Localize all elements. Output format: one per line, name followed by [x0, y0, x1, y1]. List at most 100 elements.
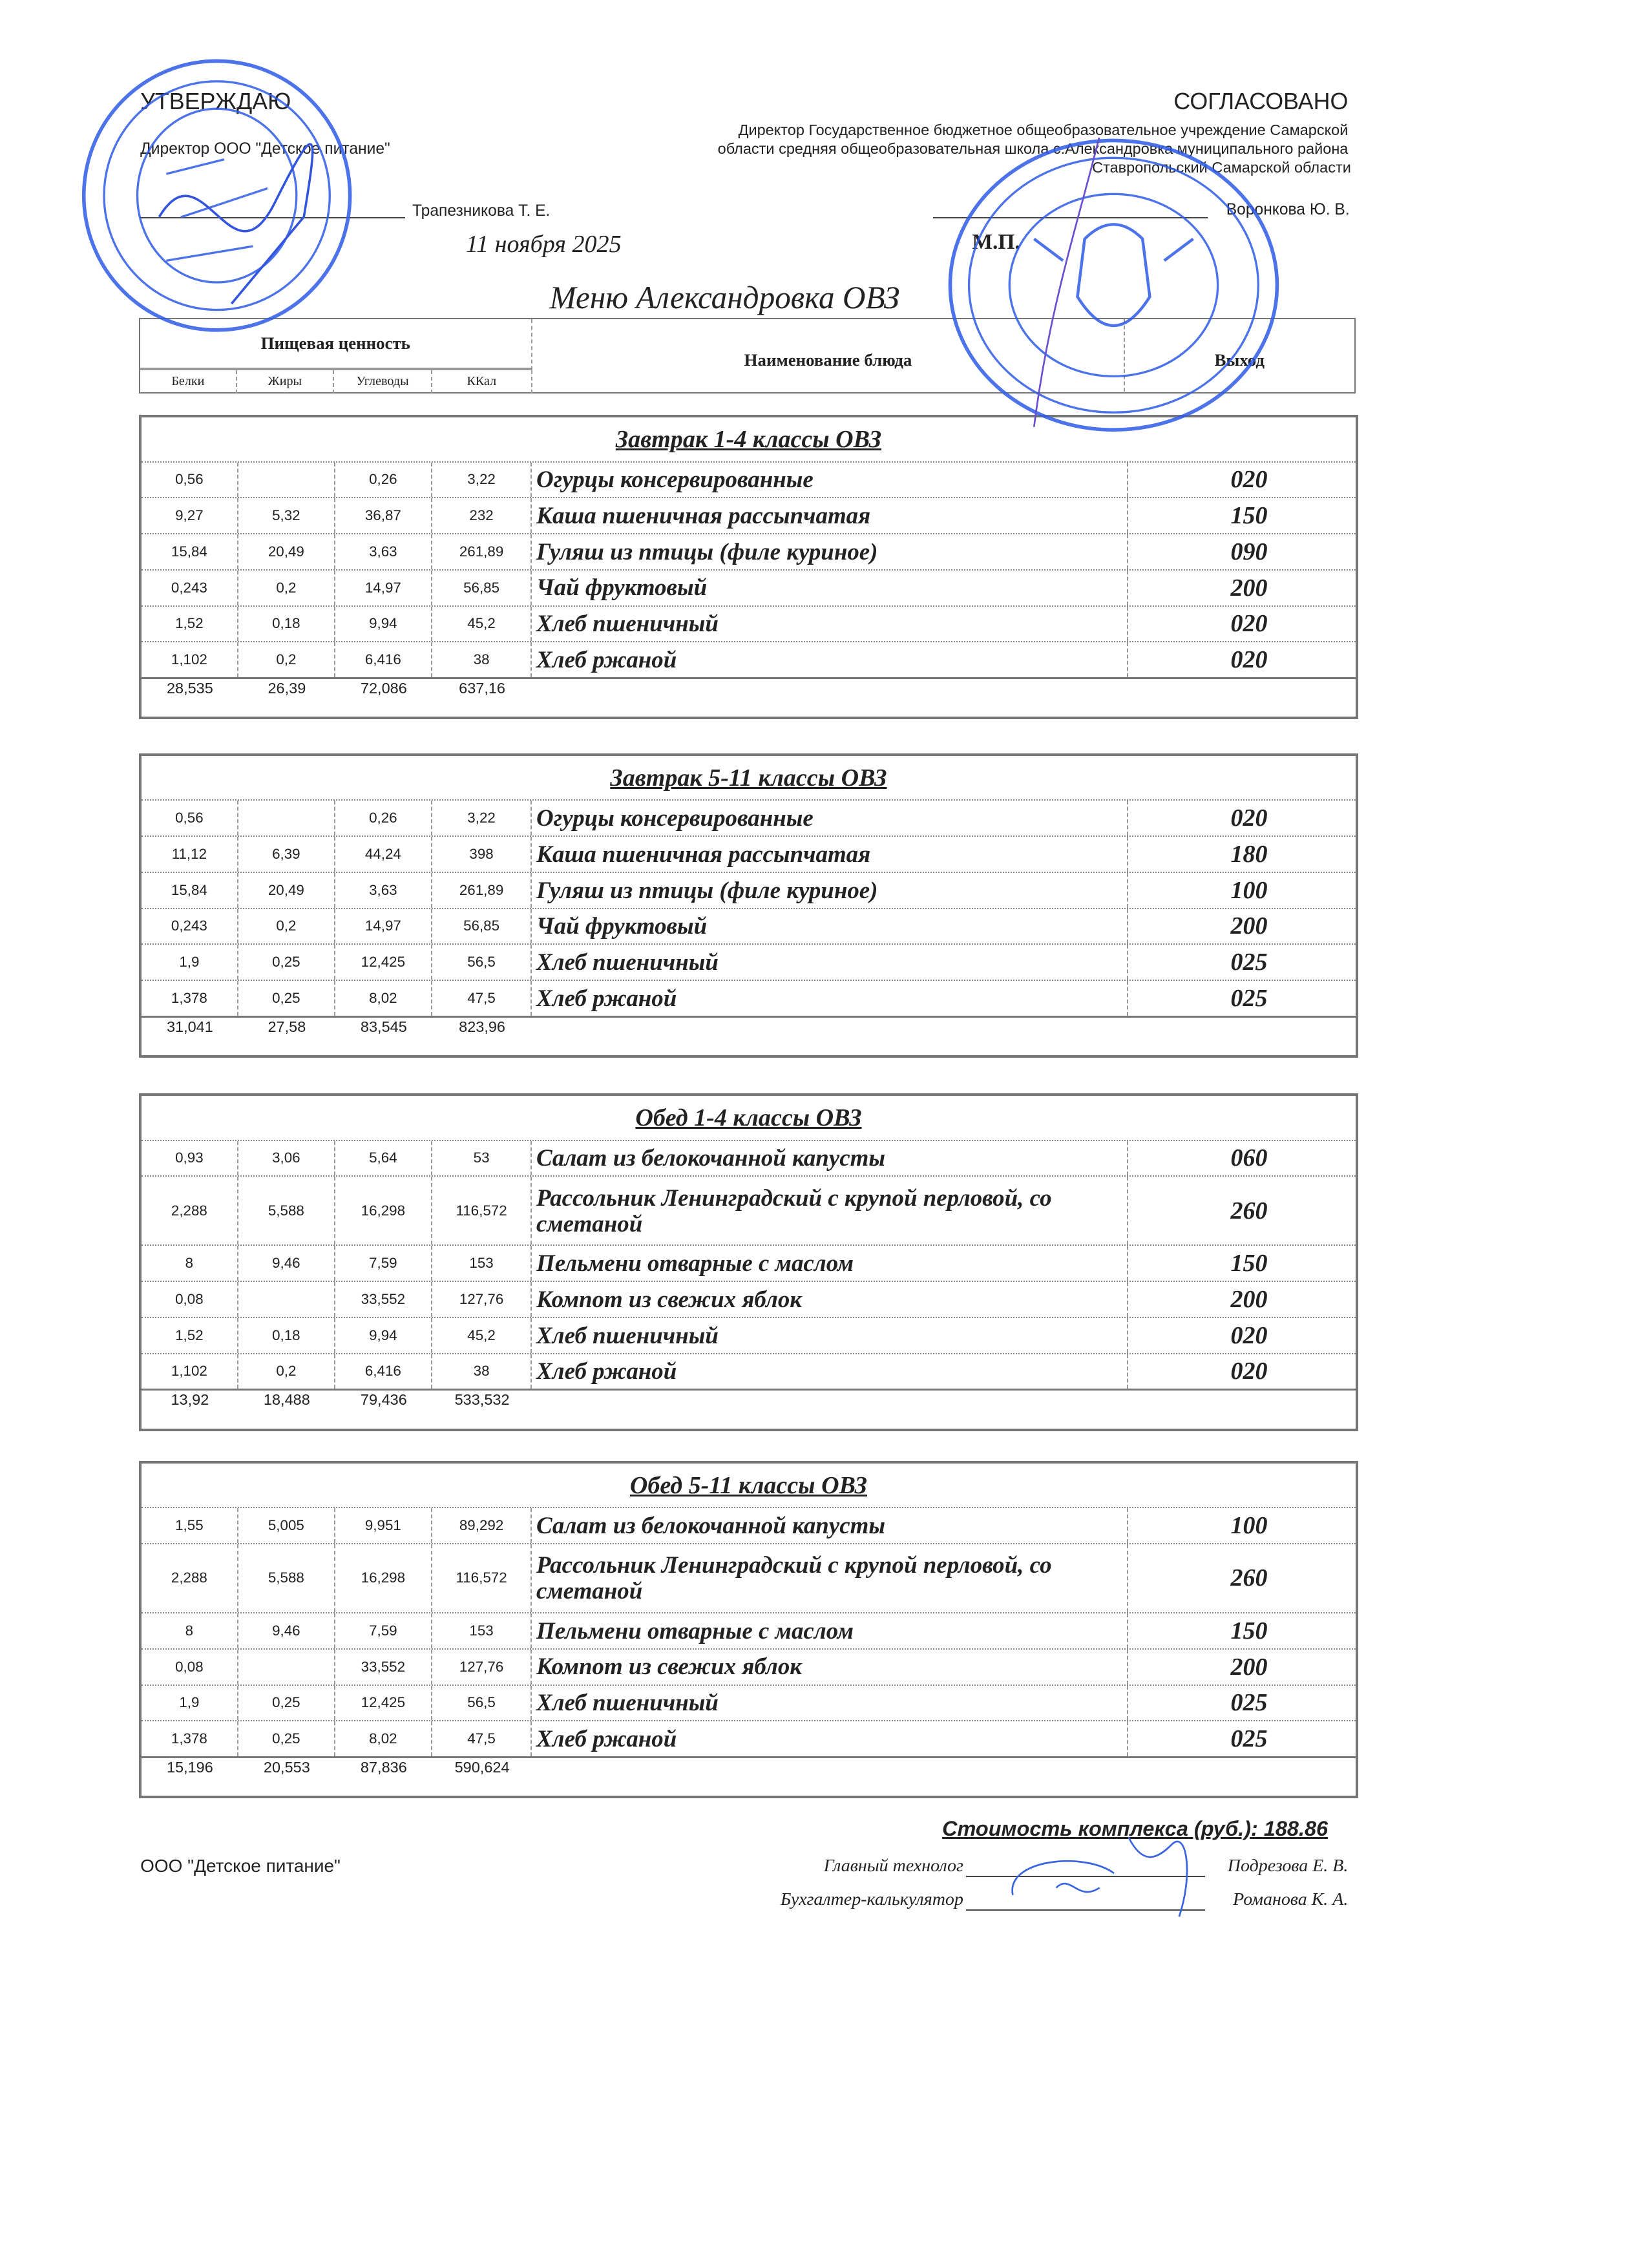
menu-section: Завтрак 5-11 классы ОВЗ 0,56 0,26 3,22 О…	[138, 753, 1359, 1058]
cell-fats: 5,005	[238, 1508, 335, 1543]
cell-dish-name: Хлеб пшеничный	[532, 606, 1128, 642]
cell-dish-name: Каша пшеничная рассыпчатая	[532, 498, 1128, 534]
table-row: 1,102 0,2 6,416 38 Хлеб ржаной 020	[141, 1352, 1356, 1389]
total-cell: 13,92	[171, 1391, 209, 1409]
table-row: 1,378 0,25 8,02 47,5 Хлеб ржаной 025	[141, 980, 1356, 1016]
cell-proteins: 2,288	[142, 1544, 238, 1613]
footer-company: ООО "Детское питание"	[140, 1856, 341, 1876]
cell-dish-name: Хлеб ржаной	[532, 642, 1128, 677]
total-cell: 533,532	[454, 1391, 510, 1409]
cell-output: 200	[1230, 1286, 1268, 1314]
cell-proteins: 0,08	[142, 1282, 238, 1317]
header-col-kcal: ККал	[432, 370, 532, 394]
table-row: 1,52 0,18 9,94 45,2 Хлеб пшеничный 020	[141, 1316, 1356, 1353]
cell-proteins: 15,84	[142, 872, 238, 908]
table-row: 15,84 20,49 3,63 261,89 Гуляш из птицы (…	[141, 533, 1356, 569]
accountant-signature-line	[966, 1909, 1205, 1911]
cell-proteins: 8	[142, 1613, 238, 1648]
approve-position: Директор ООО "Детское питание"	[140, 140, 390, 158]
cell-fats	[238, 1282, 335, 1317]
approve-date: 11 ноября 2025	[465, 230, 622, 258]
cell-carbs: 0,26	[335, 801, 432, 836]
cell-proteins: 11,12	[142, 837, 238, 872]
cell-proteins: 1,52	[142, 1318, 238, 1353]
cell-kcal: 127,76	[432, 1649, 532, 1685]
cell-dish-name: Салат из белокочанной капусты	[532, 1508, 1128, 1543]
cell-fats: 20,49	[238, 872, 335, 908]
total-cell: 79,436	[360, 1391, 407, 1409]
agree-position-line: Ставропольский Самарской области	[1092, 159, 1351, 176]
cell-output: 020	[1230, 1358, 1268, 1385]
cell-output: 150	[1230, 1617, 1268, 1644]
cell-kcal: 3,22	[432, 801, 532, 836]
cell-dish-name: Хлеб ржаной	[532, 1354, 1128, 1389]
cell-proteins: 0,56	[142, 462, 238, 498]
table-row: 0,08 33,552 127,76 Компот из свежих ябло…	[141, 1281, 1356, 1317]
cell-proteins: 1,52	[142, 606, 238, 642]
cell-dish-name: Компот из свежих яблок	[532, 1649, 1128, 1685]
cell-fats: 20,49	[238, 534, 335, 569]
cell-carbs: 14,97	[335, 908, 432, 944]
cell-kcal: 47,5	[432, 981, 532, 1016]
cell-kcal: 153	[432, 1613, 532, 1648]
cell-output: 020	[1230, 610, 1268, 638]
cell-dish-name: Салат из белокочанной капусты	[532, 1140, 1128, 1176]
cell-output: 020	[1230, 466, 1268, 494]
header-col-fats: Жиры	[237, 370, 334, 394]
cell-dish-name: Хлеб ржаной	[532, 981, 1128, 1016]
cell-output: 025	[1230, 984, 1268, 1012]
cell-carbs: 3,63	[335, 534, 432, 569]
cell-output: 200	[1230, 574, 1268, 602]
cell-kcal: 3,22	[432, 462, 532, 498]
cell-dish-name: Хлеб пшеничный	[532, 1685, 1128, 1721]
cell-proteins: 15,84	[142, 534, 238, 569]
total-cell: 87,836	[360, 1758, 407, 1776]
totals-row: 13,92 18,488 79,436 533,532	[141, 1389, 1356, 1411]
table-row: 8 9,46 7,59 153 Пельмени отварные с масл…	[141, 1612, 1356, 1648]
cell-output: 020	[1230, 804, 1268, 832]
cell-dish-name: Хлеб пшеничный	[532, 945, 1128, 980]
cell-carbs: 12,425	[335, 1685, 432, 1721]
cell-fats: 3,06	[238, 1140, 335, 1176]
cell-proteins: 0,08	[142, 1649, 238, 1685]
cell-proteins: 0,243	[142, 908, 238, 944]
cell-fats	[238, 1649, 335, 1685]
cell-proteins: 8	[142, 1246, 238, 1281]
agree-position-line: области средняя общеобразовательная школ…	[717, 140, 1349, 158]
cell-kcal: 56,85	[432, 908, 532, 944]
cell-carbs: 8,02	[335, 981, 432, 1016]
cell-fats: 9,46	[238, 1246, 335, 1281]
cell-carbs: 9,951	[335, 1508, 432, 1543]
tech-name: Подрезова Е. В.	[1227, 1856, 1349, 1876]
tech-role: Главный технолог	[823, 1856, 963, 1876]
cell-carbs: 16,298	[335, 1177, 432, 1245]
cell-carbs: 36,87	[335, 498, 432, 534]
cell-output: 200	[1230, 912, 1268, 940]
table-row: 0,56 0,26 3,22 Огурцы консервированные 0…	[141, 799, 1356, 836]
cell-proteins: 1,378	[142, 1721, 238, 1756]
total-cell: 26,39	[268, 679, 306, 697]
cell-kcal: 116,572	[432, 1177, 532, 1245]
cell-kcal: 261,89	[432, 872, 532, 908]
table-row: 1,9 0,25 12,425 56,5 Хлеб пшеничный 025	[141, 1684, 1356, 1721]
header-dish-name: Наименование блюда	[532, 319, 1126, 392]
cell-dish-name: Хлеб ржаной	[532, 1721, 1128, 1756]
agree-heading: СОГЛАСОВАНО	[1173, 88, 1349, 114]
cell-fats: 0,2	[238, 642, 335, 677]
cell-proteins: 1,102	[142, 642, 238, 677]
cell-carbs: 44,24	[335, 837, 432, 872]
cell-kcal: 56,5	[432, 945, 532, 980]
cell-proteins: 1,378	[142, 981, 238, 1016]
cell-dish-name: Рассольник Ленинградский с крупой перлов…	[532, 1544, 1128, 1613]
footer-signatures-icon	[1011, 1836, 1188, 1917]
cell-fats: 0,25	[238, 1721, 335, 1756]
section-title: Завтрак 5-11 классы ОВЗ	[610, 764, 887, 792]
menu-section: Обед 1-4 классы ОВЗ 0,93 3,06 5,64 53 Са…	[138, 1093, 1359, 1431]
table-row: 8 9,46 7,59 153 Пельмени отварные с масл…	[141, 1244, 1356, 1281]
cell-fats	[238, 801, 335, 836]
cell-fats: 0,25	[238, 945, 335, 980]
total-cell: 18,488	[263, 1391, 310, 1409]
cell-fats: 0,18	[238, 1318, 335, 1353]
cell-output: 200	[1230, 1653, 1268, 1681]
cell-carbs: 3,63	[335, 872, 432, 908]
